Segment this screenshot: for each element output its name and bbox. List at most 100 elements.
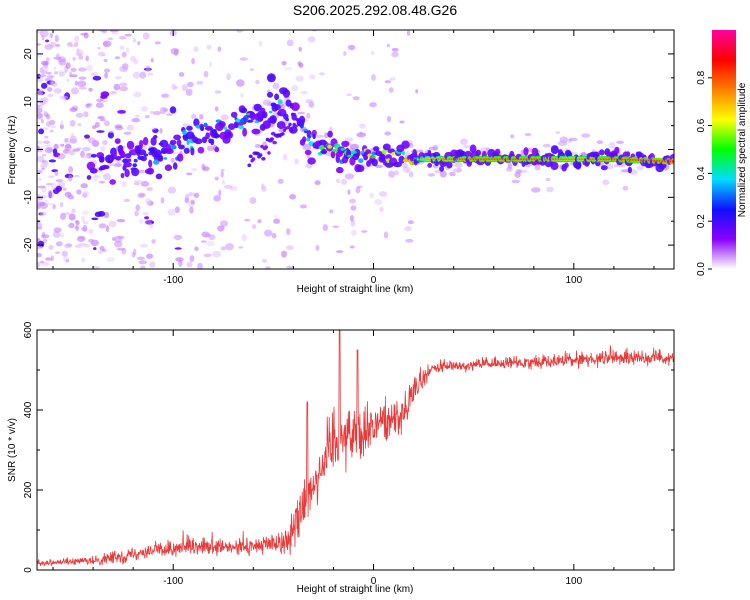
spectrogram-noise-blob [149, 261, 156, 268]
spectrogram-noise-blob [144, 216, 150, 220]
spectrogram-noise-blob [274, 214, 278, 219]
spectrogram-noise-blob [370, 51, 375, 56]
spectrogram-ridge-halo [114, 138, 121, 145]
spectrogram-ridge-halo [186, 125, 193, 131]
spectrogram-ridge-halo [205, 132, 210, 140]
spectrogram-noise-blob [407, 220, 414, 225]
spectrogram-noise-blob [217, 46, 222, 52]
spectrogram-branch-blob [272, 140, 277, 145]
spectrogram-noise-blob [139, 193, 146, 197]
spectrogram-noise-blob [298, 46, 302, 52]
spectrogram-noise-blob [402, 162, 408, 169]
spectrogram-noise-blob [68, 174, 73, 182]
spectrogram-noise-blob [315, 244, 320, 251]
spectrogram-branch-blob [284, 126, 288, 130]
spectrogram-noise-blob [188, 191, 193, 197]
spectrogram-noise-blob [449, 171, 456, 177]
spectrogram-ridge-halo [159, 139, 169, 148]
spectrogram-noise-blob [86, 103, 93, 106]
spectrogram-noise-blob [98, 223, 107, 229]
spectrogram-noise-blob [121, 248, 127, 255]
spectrogram-noise-blob [69, 107, 78, 112]
spectrogram-noise-blob [54, 170, 59, 176]
spectrogram-ridge-core [178, 144, 185, 150]
spectrogram-ridge-halo [155, 173, 163, 180]
spectrogram-noise-blob [239, 57, 248, 61]
spectrogram-noise-blob [107, 131, 114, 139]
spectrogram-noise-blob [404, 226, 412, 232]
spectrogram-noise-blob [394, 170, 399, 176]
spectrogram-noise-blob [107, 37, 114, 41]
spectrogram-noise-blob [352, 96, 360, 101]
spectrogram-x-tick-label: 100 [565, 275, 582, 286]
spectrogram-ridge-halo [356, 165, 365, 172]
spectrogram-noise-blob [104, 72, 109, 79]
spectrogram-noise-blob [427, 173, 436, 177]
spectrogram-noise-blob [608, 142, 616, 149]
spectrogram-noise-blob [405, 238, 414, 243]
spectrogram-noise-blob [37, 112, 43, 119]
spectrogram-noise-blob [418, 149, 424, 153]
spectrogram-noise-blob [108, 220, 117, 228]
spectrogram-noise-blob [359, 123, 366, 129]
spectrogram-noise-blob [50, 255, 55, 262]
spectrogram-noise-blob [361, 230, 368, 233]
spectrogram-noise-blob [81, 227, 88, 232]
spectrogram-ridge-halo [183, 147, 190, 154]
spectrogram-noise-blob [41, 154, 47, 157]
spectrogram-noise-blob [150, 58, 154, 63]
spectrogram-noise-blob [73, 42, 79, 47]
spectrogram-noise-blob [77, 235, 86, 240]
spectrogram-ridge-core [312, 134, 316, 140]
spectrogram-noise-blob [568, 137, 578, 142]
spectrogram-noise-blob [97, 51, 106, 57]
spectrogram-noise-blob [117, 110, 126, 114]
spectrogram-noise-blob [100, 146, 106, 152]
spectrogram-noise-blob [272, 82, 280, 90]
spectrogram-branch-blob [287, 125, 291, 129]
spectrogram-noise-blob [203, 253, 212, 257]
spectrogram-noise-blob [140, 265, 146, 269]
spectrogram-noise-blob [63, 255, 69, 263]
spectrogram-ridge-core [153, 159, 160, 165]
spectrogram-ridge-halo [240, 107, 248, 114]
spectrogram-noise-blob [37, 199, 41, 206]
snr-x-tick-label: 0 [371, 576, 377, 587]
spectrogram-y-tick-label: 20 [23, 48, 34, 60]
spectrogram-noise-blob [147, 72, 154, 76]
spectrogram-noise-blob [92, 175, 102, 179]
spectrogram-branch-blob [258, 153, 263, 157]
spectrogram-noise-blob [299, 204, 307, 209]
spectrogram-noise-blob [200, 240, 207, 243]
spectrogram-noise-blob [50, 125, 57, 129]
colorbar-ticks: 0.0 0.2 0.4 0.6 0.8 [696, 70, 712, 276]
spectrogram-ridge-halo [262, 111, 268, 119]
spectrogram-noise-blob [44, 147, 53, 154]
spectrogram-noise-blob [44, 143, 52, 148]
spectrogram-noise-blob [511, 179, 521, 184]
spectrogram-noise-blob [214, 90, 222, 94]
spectrogram-noise-blob [82, 147, 91, 152]
spectrogram-ridge-core [203, 122, 208, 128]
spectrogram-noise-blob [77, 67, 87, 72]
spectrogram-noise-blob [207, 145, 214, 151]
spectrogram-noise-blob [300, 90, 309, 95]
spectrogram-noise-blob [383, 231, 389, 239]
spectrogram-noise-blob [344, 137, 354, 142]
spectrogram-noise-blob [109, 91, 117, 95]
spectrogram-ridge-halo [330, 150, 336, 159]
spectrogram-noise-blob [42, 238, 48, 244]
spectrogram-noise-blob [146, 187, 153, 191]
spectrogram-noise-blob [50, 81, 58, 87]
spectrogram-ridge-halo [112, 150, 117, 159]
spectrogram-noise-blob [92, 75, 102, 81]
spectrogram-noise-blob [132, 37, 137, 43]
spectrogram-noise-blob [190, 199, 195, 205]
spectrogram-noise-blob [384, 80, 391, 84]
spectrogram-noise-blob [307, 36, 316, 43]
spectrogram-noise-blob [43, 140, 51, 144]
spectrogram-noise-blob [85, 55, 89, 62]
spectrogram-noise-blob [84, 134, 90, 139]
spectrogram-noise-blob [302, 143, 312, 151]
